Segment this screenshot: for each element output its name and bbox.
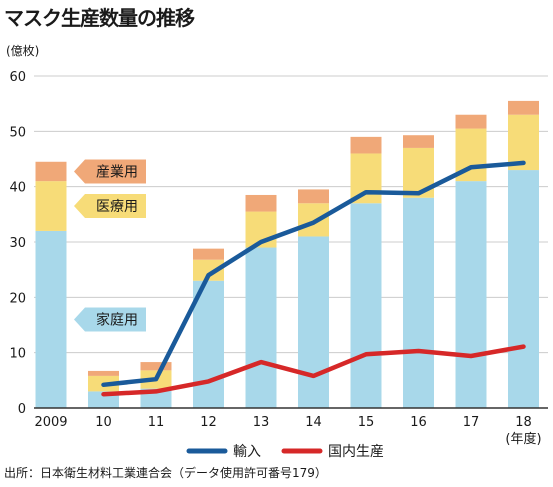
source-note: 出所：日本衛生材料工業連合会（データ使用許可番号179）	[4, 466, 327, 480]
y-tick-label: 30	[9, 236, 26, 251]
x-axis-ticks: 2009 10 11 12 13 14 15 16 17 18(年度)	[34, 415, 541, 447]
legend-domestic-label: 国内生産	[328, 444, 384, 460]
bar-industrial	[88, 370, 119, 376]
callout-household-label: 家庭用	[96, 311, 138, 328]
y-tick-label: 50	[9, 125, 26, 140]
callout-household-box	[74, 307, 146, 332]
x-tick-label: 18	[515, 415, 532, 430]
chart-title: マスク生産数量の推移	[4, 6, 195, 30]
bar-household	[455, 181, 487, 408]
callout-medical-label: 医療用	[96, 198, 138, 215]
bar-household	[403, 197, 434, 408]
bar-household	[350, 203, 382, 408]
callout-medical-box	[74, 194, 146, 219]
legend-import-label: 輸入	[233, 444, 261, 460]
x-tick-label: 10	[95, 415, 112, 430]
y-tick-label: 0	[18, 402, 26, 417]
bar-medical	[193, 259, 224, 281]
bar-industrial	[508, 100, 539, 115]
bar-industrial	[245, 194, 277, 212]
bar-household	[298, 236, 329, 408]
x-tick-label: 13	[253, 415, 270, 430]
x-tick-label: 12	[200, 415, 217, 430]
y-tick-label: 40	[9, 181, 26, 196]
bar-industrial	[193, 248, 224, 260]
bar-industrial	[298, 189, 329, 204]
bar-household	[35, 230, 67, 408]
x-tick-label: 17	[463, 415, 480, 430]
bar-household	[193, 280, 224, 408]
y-axis-ticks: 0 10 20 30 40 50 60	[9, 70, 26, 417]
bar-household	[508, 170, 539, 408]
x-tick-label: 16	[410, 415, 427, 430]
bar-household	[245, 247, 277, 408]
callout-industrial-label: 産業用	[96, 164, 138, 180]
bar-medical	[298, 203, 329, 237]
y-tick-label: 60	[9, 70, 26, 85]
bar-industrial	[455, 114, 487, 129]
line-series	[101, 160, 526, 397]
y-tick-label: 10	[9, 347, 26, 362]
bar-industrial	[140, 362, 172, 371]
x-tick-label: 11	[148, 415, 165, 430]
bar-stacks	[35, 100, 539, 408]
legend: 輸入 国内生産	[186, 444, 384, 460]
x-tick-label: 15	[358, 415, 375, 430]
bar-industrial	[35, 161, 67, 182]
callout-industrial-box	[74, 159, 146, 184]
domestic-production-line	[101, 344, 526, 397]
x-tick-label: 2009	[34, 415, 67, 430]
bar-medical	[35, 181, 67, 231]
import-line	[101, 160, 526, 388]
y-tick-label: 20	[9, 291, 26, 306]
x-tick-label: 14	[305, 415, 322, 430]
bar-industrial	[403, 135, 434, 148]
bar-industrial	[350, 136, 382, 154]
bar-medical	[350, 153, 382, 204]
y-axis-unit-label: (億枚)	[6, 44, 40, 58]
x-unit-label: (年度)	[505, 431, 541, 447]
